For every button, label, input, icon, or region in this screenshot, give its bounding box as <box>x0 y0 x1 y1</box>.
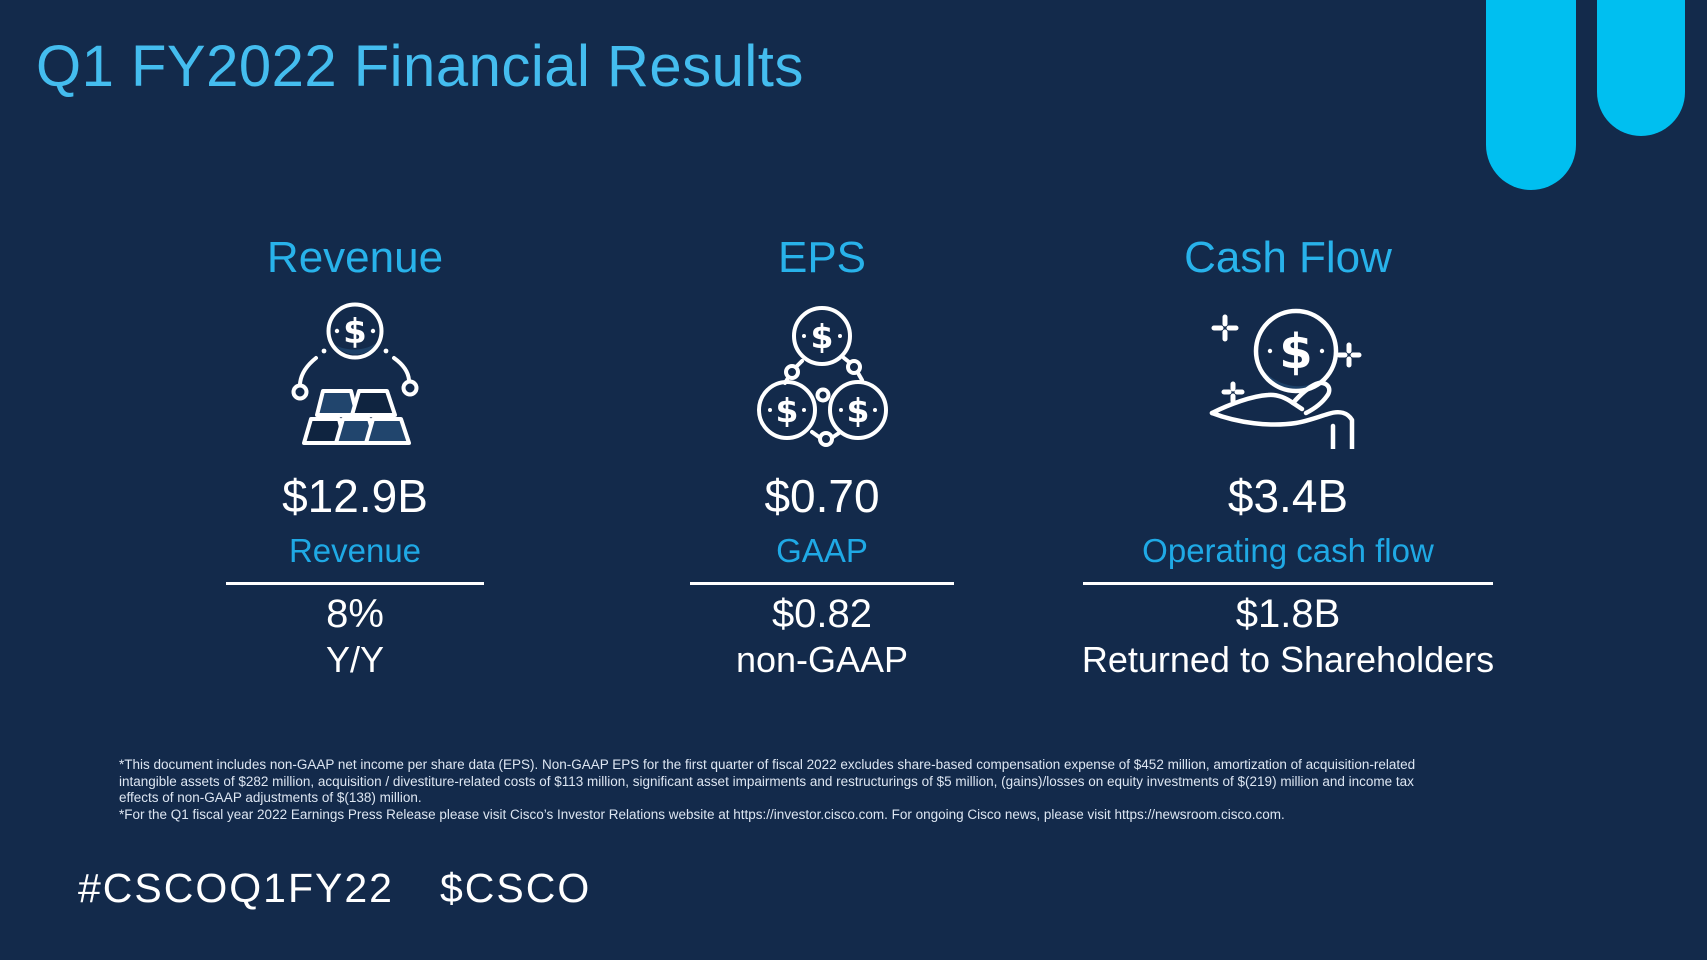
eps-secondary-value: $0.82 <box>771 592 873 636</box>
divider <box>226 582 484 585</box>
coins-network-icon: $ $ $ <box>757 306 888 447</box>
eps-primary-label: GAAP <box>776 532 868 569</box>
svg-text:$: $ <box>811 317 834 356</box>
revenue-primary-label: Revenue <box>288 532 422 569</box>
revenue-primary-value: $12.9B <box>282 470 428 522</box>
eps-heading: EPS <box>777 233 867 282</box>
revenue-secondary-label: Y/Y <box>325 639 385 680</box>
cash-flow-icon-wrap: $ <box>1068 300 1508 449</box>
accent-bar-right <box>1597 0 1685 136</box>
cash-flow-secondary-label: Returned to Shareholders <box>1081 639 1495 680</box>
accent-bar-left <box>1486 0 1576 190</box>
stat-card-eps: EPS $ $ $ <box>602 230 1042 681</box>
hand-coin-icon: $ <box>1209 308 1362 449</box>
divider <box>690 582 954 585</box>
hashtag: #CSCOQ1FY22 <box>78 865 394 911</box>
social-tags: #CSCOQ1FY22 $CSCO <box>78 865 591 912</box>
stat-card-cash-flow: Cash Flow $ $3.4B Operating cash flow $1… <box>1068 230 1508 681</box>
eps-primary-value: $0.70 <box>764 470 880 522</box>
svg-text:$: $ <box>343 312 367 352</box>
page-title: Q1 FY2022 Financial Results <box>36 34 804 99</box>
eps-icon-wrap: $ $ $ <box>602 300 1042 448</box>
revenue-heading: Revenue <box>266 233 444 282</box>
gold-bars-icon: $ <box>291 302 419 445</box>
footnote-press-release: *For the Q1 fiscal year 2022 Earnings Pr… <box>119 807 1285 823</box>
eps-secondary-label: non-GAAP <box>735 639 909 680</box>
stat-card-revenue: Revenue $ $12.9B Revenue <box>135 230 575 681</box>
revenue-icon-wrap: $ <box>135 300 575 448</box>
cash-flow-secondary-value: $1.8B <box>1235 592 1341 636</box>
divider <box>1083 582 1493 585</box>
cash-flow-primary-label: Operating cash flow <box>1142 532 1434 569</box>
revenue-secondary-value: 8% <box>326 592 384 636</box>
cash-flow-primary-value: $3.4B <box>1227 470 1349 522</box>
cash-flow-heading: Cash Flow <box>1184 233 1392 282</box>
svg-text:$: $ <box>776 391 799 430</box>
svg-text:$: $ <box>1279 324 1312 380</box>
svg-text:$: $ <box>847 391 870 430</box>
ticker: $CSCO <box>439 865 592 911</box>
footnote-non-gaap: *This document includes non-GAAP net inc… <box>119 757 1416 806</box>
footnotes: *This document includes non-GAAP net inc… <box>119 757 1419 824</box>
